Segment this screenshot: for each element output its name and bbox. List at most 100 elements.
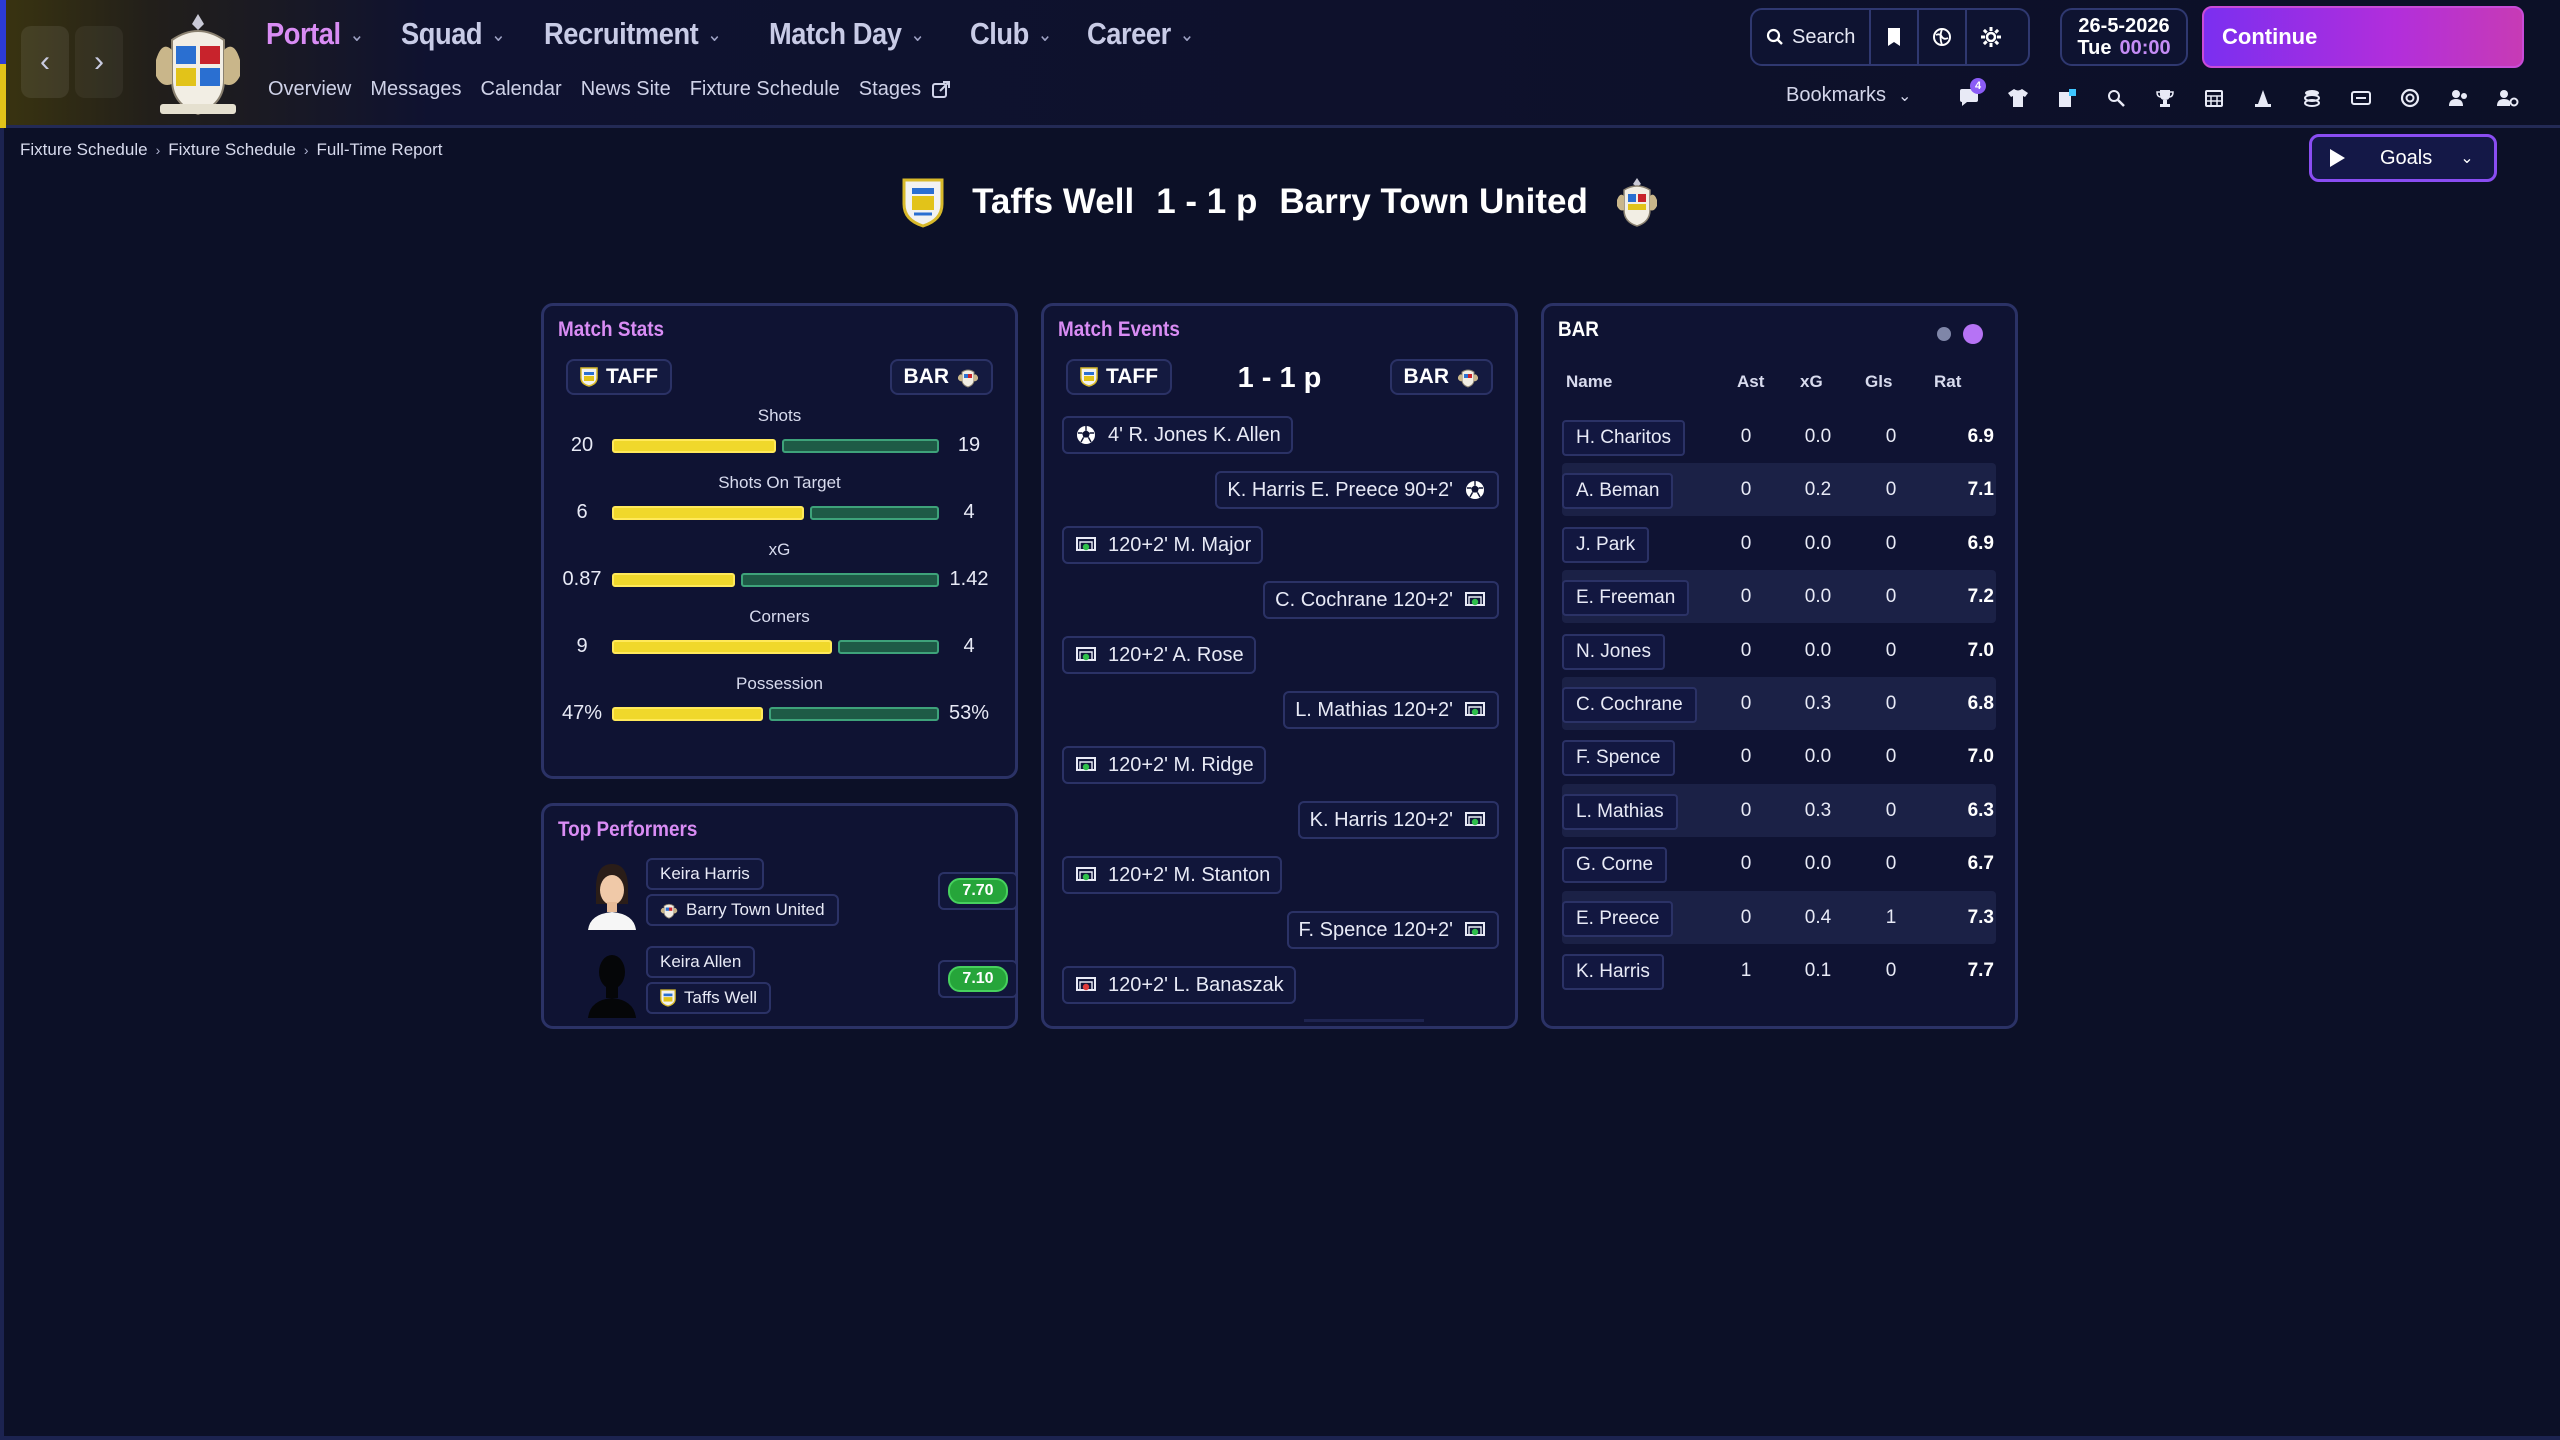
column-header-xg[interactable]: xG xyxy=(1800,372,1823,391)
player-name-cell[interactable]: E. Preece xyxy=(1562,900,1674,937)
table-row[interactable]: E. Freeman 0 0.0 0 7.2 xyxy=(1562,570,1996,624)
chat-bubble-icon xyxy=(1959,89,1978,106)
player-name-cell[interactable]: G. Corne xyxy=(1562,847,1668,884)
player-name-cell[interactable]: N. Jones xyxy=(1562,633,1665,670)
xg-cell: 0.0 xyxy=(1804,746,1832,768)
nav-match-day[interactable]: Match Day ⌄ xyxy=(769,16,925,52)
table-row[interactable]: G. Corne 0 0.0 0 6.7 xyxy=(1562,837,1996,890)
competitions-button[interactable] xyxy=(2140,80,2189,116)
nav-career[interactable]: Career ⌄ xyxy=(1087,16,1194,52)
scouting-button[interactable] xyxy=(2091,80,2140,116)
event-icon xyxy=(1074,423,1098,447)
page-dot-away[interactable] xyxy=(1963,324,1983,344)
player-name-cell[interactable]: F. Spence xyxy=(1562,740,1675,777)
match-event-pen-scored[interactable]: 120+2' M. Ridge xyxy=(1062,746,1266,784)
player-name-cell[interactable]: L. Mathias xyxy=(1562,793,1678,830)
table-row[interactable]: J. Park 0 0.0 0 6.9 xyxy=(1562,517,1996,570)
breadcrumb-link[interactable]: Fixture Schedule xyxy=(168,140,296,159)
tactics-button[interactable] xyxy=(2042,80,2091,116)
column-header-assists[interactable]: Ast xyxy=(1737,372,1765,391)
match-event-pen-scored[interactable]: 120+2' A. Rose xyxy=(1062,636,1256,674)
sub-navigation: Overview Messages Calendar News Site Fix… xyxy=(268,78,970,101)
nav-portal[interactable]: Portal ⌄ xyxy=(266,16,364,52)
table-row[interactable]: C. Cochrane 0 0.3 0 6.8 xyxy=(1562,677,1996,730)
assists-cell: 0 xyxy=(1740,746,1752,768)
player-name-cell[interactable]: E. Freeman xyxy=(1562,580,1690,617)
continue-button[interactable]: Continue xyxy=(2202,6,2524,68)
player-name-chip[interactable]: Keira Allen xyxy=(646,946,756,978)
subnav-stages[interactable]: Stages xyxy=(859,78,951,101)
settings-button[interactable] xyxy=(1967,10,2015,64)
game-date[interactable]: 26-5-2026 Tue 00:00 xyxy=(2060,8,2188,66)
player-name-cell[interactable]: C. Cochrane xyxy=(1562,687,1697,723)
world-button[interactable] xyxy=(1919,10,1968,64)
goals-highlights-dropdown[interactable]: Goals ⌄ xyxy=(2309,134,2497,182)
away-team-chip[interactable]: BAR xyxy=(889,359,993,395)
home-team-chip[interactable]: TAFF xyxy=(566,359,673,395)
match-event-goal[interactable]: K. Harris E. Preece 90+2' xyxy=(1215,471,1499,509)
match-event-pen-scored[interactable]: L. Mathias 120+2' xyxy=(1283,691,1499,729)
breadcrumb-link[interactable]: Fixture Schedule xyxy=(20,140,148,159)
subnav-news-site[interactable]: News Site xyxy=(580,78,671,100)
player-name-cell[interactable]: K. Harris xyxy=(1562,954,1664,990)
match-event-pen-missed[interactable]: 120+2' L. Banaszak xyxy=(1062,966,1296,1004)
match-event-pen-scored[interactable]: F. Spence 120+2' xyxy=(1286,911,1499,949)
table-row[interactable]: L. Mathias 0 0.3 0 6.3 xyxy=(1562,783,1996,837)
performer-row[interactable]: Keira Allen Taffs Well 7.10 xyxy=(584,946,1018,1026)
table-row[interactable]: E. Preece 0 0.4 1 7.3 xyxy=(1562,890,1996,944)
match-event-pen-scored[interactable]: C. Cochrane 120+2' xyxy=(1263,581,1499,619)
player-name-cell[interactable]: A. Beman xyxy=(1562,473,1674,510)
subnav-calendar[interactable]: Calendar xyxy=(480,78,562,100)
scroll-indicator[interactable] xyxy=(1304,1019,1424,1022)
table-row[interactable]: N. Jones 0 0.0 0 7.0 xyxy=(1562,624,1996,677)
away-team-crest[interactable] xyxy=(1614,176,1660,228)
bookmarks-dropdown[interactable]: Bookmarks ⌄ xyxy=(1786,84,1911,107)
table-row[interactable]: A. Beman 0 0.2 0 7.1 xyxy=(1562,463,1996,517)
subnav-messages[interactable]: Messages xyxy=(370,78,462,100)
match-event-pen-scored[interactable]: 120+2' M. Major xyxy=(1062,526,1264,564)
subnav-overview[interactable]: Overview xyxy=(268,78,352,100)
finances-button[interactable] xyxy=(2287,80,2336,116)
match-event-pen-scored[interactable]: K. Harris 120+2' xyxy=(1297,801,1499,839)
calendar-button[interactable] xyxy=(2189,80,2238,116)
chevron-down-icon: ⌄ xyxy=(910,23,926,46)
subnav-fixture-schedule[interactable]: Fixture Schedule xyxy=(689,78,840,100)
player-name-cell[interactable]: J. Park xyxy=(1562,526,1650,563)
nav-squad[interactable]: Squad ⌄ xyxy=(401,16,506,52)
match-event-goal[interactable]: 4' R. Jones K. Allen xyxy=(1062,416,1293,454)
home-team-chip[interactable]: TAFF xyxy=(1066,359,1173,395)
page-dot-home[interactable] xyxy=(1937,327,1951,341)
back-button[interactable]: ‹ xyxy=(21,26,69,98)
home-team-crest[interactable] xyxy=(900,176,946,228)
search-button[interactable]: Search xyxy=(1752,10,1872,64)
table-row[interactable]: F. Spence 0 0.0 0 7.0 xyxy=(1562,730,1996,783)
home-team-name[interactable]: Taffs Well xyxy=(972,182,1135,221)
club-crest-logo[interactable] xyxy=(146,10,250,118)
column-header-goals[interactable]: Gls xyxy=(1865,372,1893,391)
people-settings-button[interactable] xyxy=(2483,80,2532,116)
nav-recruitment[interactable]: Recruitment ⌄ xyxy=(544,16,722,52)
table-row[interactable]: K. Harris 1 0.1 0 7.7 xyxy=(1562,944,1996,997)
stadium-button[interactable] xyxy=(2385,80,2434,116)
staff-button[interactable] xyxy=(2434,80,2483,116)
nav-club[interactable]: Club ⌄ xyxy=(970,16,1052,52)
training-button[interactable] xyxy=(2238,80,2287,116)
player-club-chip[interactable]: Taffs Well xyxy=(646,982,772,1014)
player-name-chip[interactable]: Keira Harris xyxy=(646,858,764,890)
player-club-chip[interactable]: Barry Town United xyxy=(646,894,839,926)
forward-button[interactable]: › xyxy=(75,26,123,98)
inbox-button[interactable]: 4 xyxy=(1944,78,1993,116)
table-row[interactable]: H. Charitos 0 0.0 0 6.9 xyxy=(1562,410,1996,463)
column-header-name[interactable]: Name xyxy=(1566,372,1613,391)
transfers-button[interactable] xyxy=(2336,80,2385,116)
column-header-rating[interactable]: Rat xyxy=(1934,372,1962,391)
away-team-chip[interactable]: BAR xyxy=(1389,359,1493,395)
stat-row: Shots On Target 6 4 xyxy=(544,473,1015,524)
away-team-name[interactable]: Barry Town United xyxy=(1279,182,1588,221)
match-event-pen-scored[interactable]: 120+2' M. Stanton xyxy=(1062,856,1283,894)
event-icon xyxy=(1463,918,1487,942)
notebook-button[interactable] xyxy=(1871,10,1920,64)
performer-row[interactable]: Keira Harris Barry Town United 7.70 xyxy=(584,858,1018,938)
player-name-cell[interactable]: H. Charitos xyxy=(1562,420,1686,456)
squad-kit-button[interactable] xyxy=(1993,80,2042,116)
